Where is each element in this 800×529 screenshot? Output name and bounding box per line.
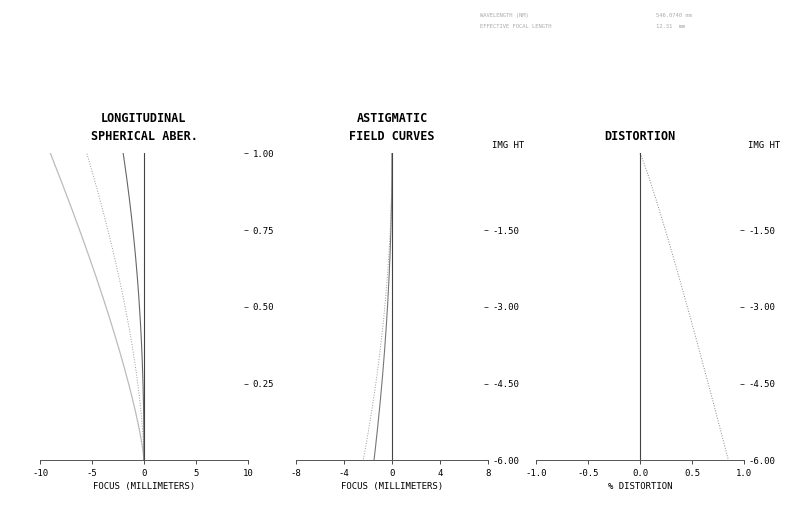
Text: WAVELENGTH (NM): WAVELENGTH (NM) (480, 13, 529, 18)
Title: DISTORTION: DISTORTION (604, 130, 676, 142)
X-axis label: % DISTORTION: % DISTORTION (608, 482, 672, 491)
Text: 12.31  mm: 12.31 mm (656, 24, 686, 29)
Text: 546.0740 nm: 546.0740 nm (656, 13, 692, 18)
X-axis label: FOCUS (MILLIMETERS): FOCUS (MILLIMETERS) (93, 482, 195, 491)
Text: IMG HT: IMG HT (492, 141, 524, 150)
X-axis label: FOCUS (MILLIMETERS): FOCUS (MILLIMETERS) (341, 482, 443, 491)
Text: EFFECTIVE FOCAL LENGTH: EFFECTIVE FOCAL LENGTH (480, 24, 551, 29)
Title: ASTIGMATIC
FIELD CURVES: ASTIGMATIC FIELD CURVES (350, 112, 434, 142)
Text: IMG HT: IMG HT (748, 141, 781, 150)
Title: LONGITUDINAL
SPHERICAL ABER.: LONGITUDINAL SPHERICAL ABER. (90, 112, 198, 142)
